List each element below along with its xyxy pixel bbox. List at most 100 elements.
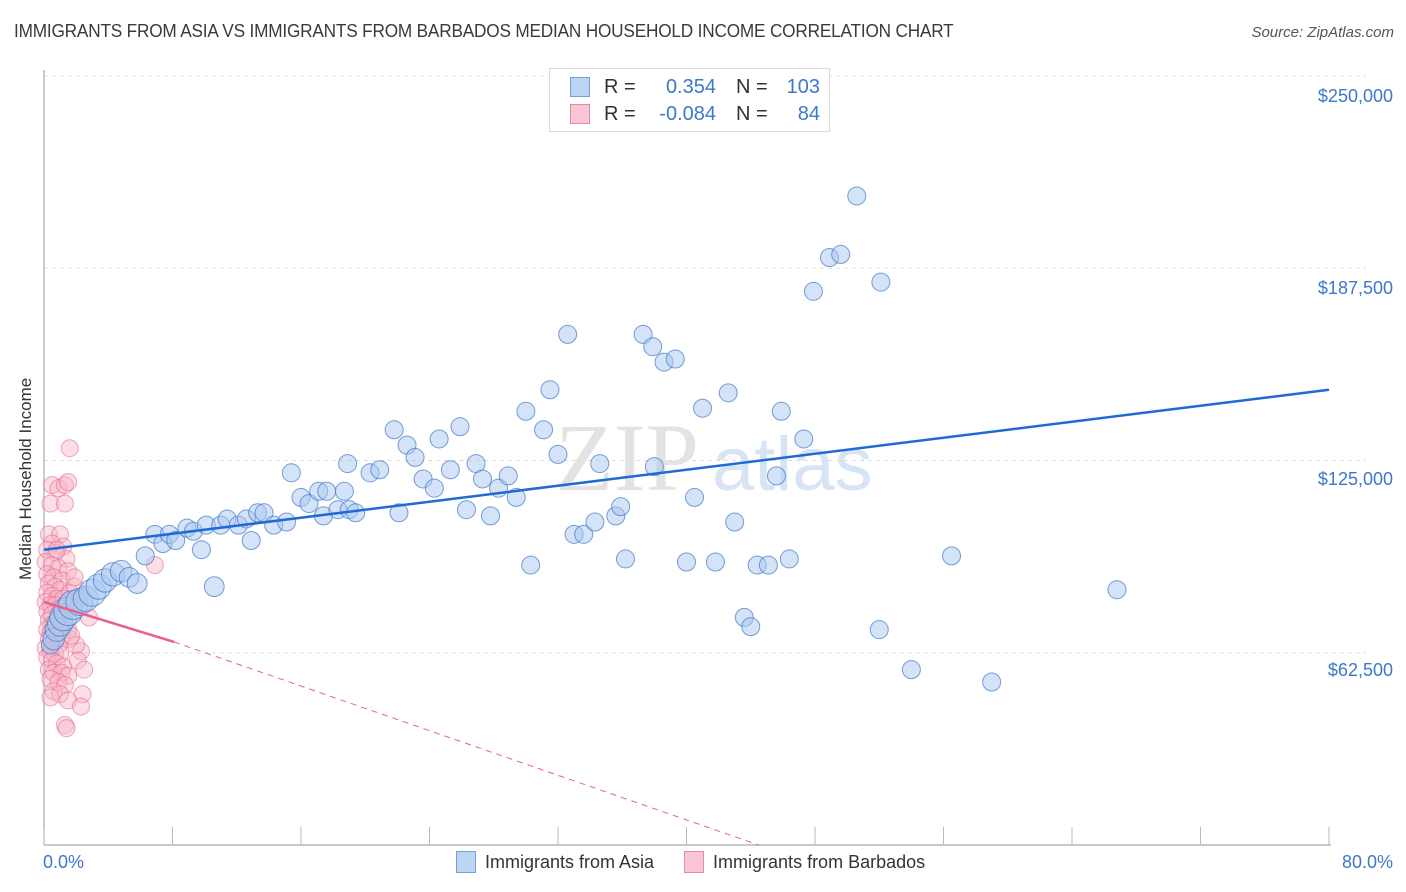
- barbados-point: [55, 494, 74, 513]
- barbados-point: [75, 660, 94, 679]
- series-legend: Immigrants from Asia Immigrants from Bar…: [456, 851, 925, 873]
- asia-point: [705, 552, 725, 572]
- asia-point: [615, 549, 635, 569]
- barbados-point: [57, 719, 76, 738]
- asia-point: [982, 672, 1002, 692]
- asia-point: [771, 401, 791, 421]
- asia-point: [942, 546, 962, 566]
- asia-point: [590, 454, 610, 474]
- asia-point: [758, 555, 778, 575]
- asia-point: [450, 417, 470, 437]
- asia-trend-line: [43, 388, 1330, 551]
- y-tick-label: $125,000: [1317, 469, 1393, 489]
- asia-point: [191, 540, 211, 560]
- barbados-point: [41, 688, 60, 707]
- asia-point: [847, 186, 867, 206]
- asia-point: [440, 460, 460, 480]
- asia-point: [831, 244, 851, 264]
- barbados-point: [60, 439, 79, 458]
- barbados-point: [41, 494, 60, 513]
- asia-point: [611, 497, 631, 517]
- asia-point: [334, 481, 354, 501]
- asia-point: [166, 530, 186, 550]
- gridlines: [44, 75, 1366, 654]
- n-label: N =: [736, 75, 768, 98]
- asia-point: [1107, 580, 1127, 600]
- barbados-point: [68, 651, 87, 670]
- asia-point: [803, 281, 823, 301]
- asia-point: [473, 469, 493, 489]
- asia-point: [693, 398, 713, 418]
- n-value: 103: [786, 75, 820, 98]
- asia-point: [779, 549, 799, 569]
- asia-point: [521, 555, 541, 575]
- asia-point: [429, 429, 449, 449]
- n-value: 84: [797, 102, 820, 125]
- asia-point: [203, 576, 225, 598]
- y-tick-label: $62,500: [1327, 660, 1393, 680]
- barbados-point: [55, 676, 74, 695]
- asia-point: [135, 546, 155, 566]
- asia-point: [317, 481, 337, 501]
- asia-point: [370, 460, 390, 480]
- asia-point: [338, 454, 358, 474]
- chart-title: IMMIGRANTS FROM ASIA VS IMMIGRANTS FROM …: [14, 20, 954, 41]
- barbados-point: [55, 476, 74, 495]
- asia-point: [498, 466, 518, 486]
- n-label: N =: [736, 102, 768, 125]
- asia-point: [241, 530, 261, 550]
- asia-point: [405, 447, 425, 467]
- legend-row-barbados: R = -0.084 N = 84: [570, 102, 820, 126]
- asia-legend-swatch: [456, 851, 476, 873]
- watermark-atlas: atlas: [712, 422, 873, 507]
- x-tick-label-max: 80.0%: [1341, 852, 1393, 872]
- r-label: R =: [604, 102, 636, 125]
- x-tick-label-min: 0.0%: [43, 852, 85, 872]
- asia-point: [585, 512, 605, 532]
- axes: [43, 70, 1331, 846]
- asia-point: [725, 512, 745, 532]
- barbados-point: [67, 636, 86, 655]
- asia-point: [718, 383, 738, 403]
- asia-point: [281, 463, 301, 483]
- barbados-point: [71, 697, 90, 716]
- asia-point: [277, 512, 297, 532]
- y-axis-label: Median Household Income: [16, 377, 35, 580]
- asia-point: [644, 457, 664, 477]
- asia-point: [534, 420, 554, 440]
- watermark-zip: ZIP: [555, 404, 699, 511]
- asia-point: [384, 420, 404, 440]
- legend-row-asia: R = 0.354 N = 103: [570, 75, 820, 99]
- asia-point: [126, 573, 148, 594]
- barbados-legend-swatch: [684, 851, 705, 873]
- asia-point: [871, 272, 891, 292]
- stats-legend: R = 0.354 N = 103 R = -0.084 N = 84: [549, 68, 830, 132]
- asia-point: [574, 524, 594, 544]
- y-tick-label: $187,500: [1317, 278, 1393, 298]
- asia-point: [677, 552, 696, 572]
- r-value: -0.084: [659, 102, 716, 125]
- asia-point: [548, 444, 568, 464]
- asia-point: [481, 506, 501, 526]
- asia-point: [685, 487, 705, 507]
- asia-point: [766, 466, 786, 486]
- barbados-point: [59, 473, 78, 492]
- asia-point: [869, 620, 889, 640]
- asia-point: [558, 324, 578, 344]
- series-asia-points: [40, 186, 1127, 692]
- y-tick-label: $250,000: [1317, 86, 1393, 106]
- asia-point: [506, 487, 526, 507]
- barbados-legend-label: Immigrants from Barbados: [713, 851, 926, 872]
- source-label: Source: ZipAtlas.com: [1251, 24, 1394, 41]
- asia-point: [665, 349, 685, 369]
- asia-point: [643, 337, 663, 357]
- asia-point: [540, 380, 560, 400]
- asia-point: [516, 401, 536, 421]
- asia-point: [456, 500, 476, 520]
- r-value: 0.354: [665, 75, 716, 98]
- trend-lines: [43, 388, 1330, 846]
- watermark: ZIP atlas: [555, 404, 873, 511]
- barbados-trend-extension: [173, 641, 759, 846]
- barbados-trend-line: [43, 600, 175, 644]
